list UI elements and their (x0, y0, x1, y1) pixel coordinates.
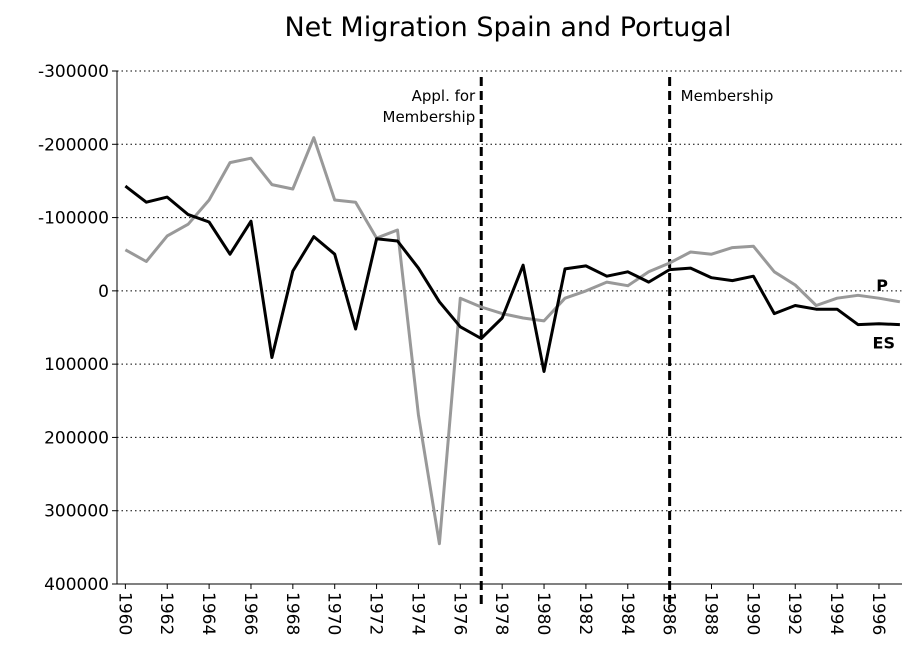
y-tick-label: -300000 (38, 62, 109, 82)
x-tick-label: 1982 (575, 592, 595, 635)
annotation: Membership (681, 87, 774, 105)
y-tick-label: 100000 (44, 355, 109, 375)
y-tick-label: 400000 (44, 575, 109, 595)
x-tick-label: 1968 (282, 592, 302, 635)
x-tick-label: 1978 (491, 592, 511, 635)
x-tick-label: 1974 (407, 592, 427, 635)
x-tick-label: 1962 (156, 592, 176, 635)
x-tick-label: 1980 (533, 592, 553, 635)
x-tick-label: 1994 (826, 592, 846, 635)
annotation: Membership (383, 108, 476, 126)
y-tick-label: 200000 (44, 428, 109, 448)
x-tick-label: 1976 (449, 592, 469, 635)
x-tick-label: 1984 (617, 592, 637, 635)
x-tick-label: 1960 (114, 592, 134, 635)
x-tick-label: 1992 (784, 592, 804, 635)
y-tick-label: -200000 (38, 135, 109, 155)
x-tick-label: 1972 (366, 592, 386, 635)
x-tick-label: 1966 (240, 592, 260, 635)
y-tick-label: -100000 (38, 209, 109, 229)
annotation: Appl. for (412, 87, 476, 105)
series-line (124, 136, 901, 546)
x-tick-label: 1996 (868, 592, 888, 635)
y-tick-label: 300000 (44, 502, 109, 522)
series-line (124, 184, 900, 373)
y-tick-label: 0 (98, 282, 109, 302)
series-label: P (876, 276, 888, 295)
x-tick-label: 1990 (742, 592, 762, 635)
x-tick-label: 1970 (324, 592, 344, 635)
x-tick-label: 1986 (659, 592, 679, 635)
series-label: ES (873, 334, 895, 353)
x-tick-label: 1988 (701, 592, 721, 635)
x-tick-label: 1964 (198, 592, 218, 635)
chart-title: Net Migration Spain and Portugal (284, 12, 731, 43)
